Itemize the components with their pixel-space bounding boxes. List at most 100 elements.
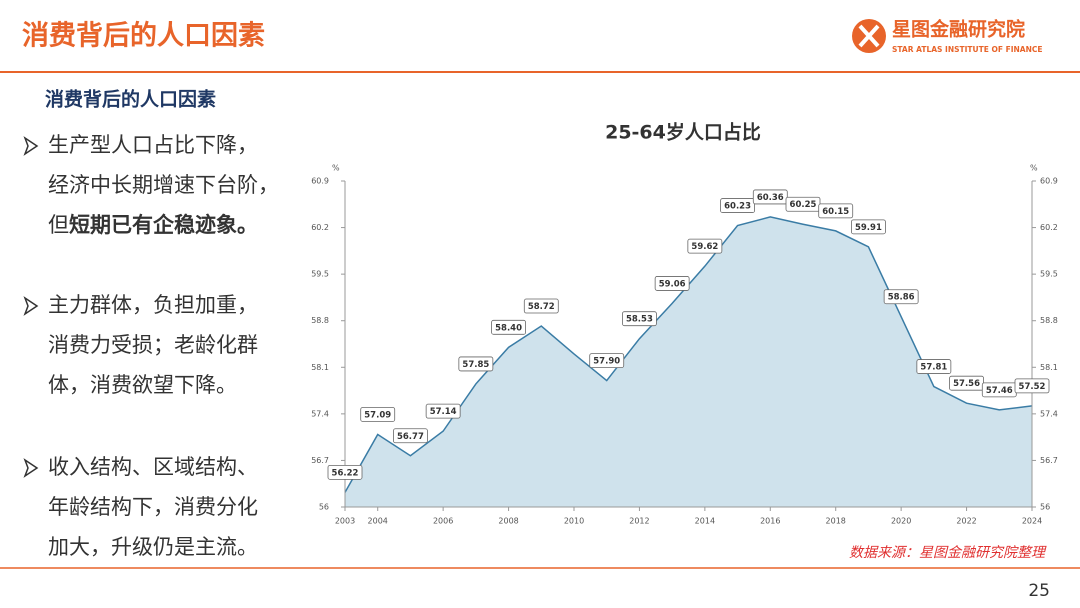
value-label-box xyxy=(687,238,723,254)
value-label: 60.15 xyxy=(822,207,849,217)
value-label: 57.56 xyxy=(953,379,980,389)
y-axis-unit: % xyxy=(332,164,340,173)
y2-axis-unit: % xyxy=(1030,164,1038,173)
x-tick-label: 2003 xyxy=(335,517,355,526)
bullet-line: 收入结构、区域结构、 xyxy=(48,455,258,479)
y-tick-label: 56.7 xyxy=(311,456,329,465)
value-label-box xyxy=(818,203,854,219)
y-tick-label: 58.8 xyxy=(311,316,329,325)
value-label-box xyxy=(393,428,428,444)
bullet-line: 消费力受损；老龄化群 xyxy=(48,333,258,357)
value-label: 57.85 xyxy=(462,360,489,370)
value-label: 60.23 xyxy=(724,202,751,212)
bullet-text: 收入结构、区域结构、 xyxy=(48,455,258,479)
x-tick-label: 2024 xyxy=(1022,517,1042,526)
bullet-line: 生产型人口占比下降， xyxy=(48,133,258,157)
bullet-line: 加大，升级仍是主流。 xyxy=(48,535,258,559)
y2-tick-label: 60.2 xyxy=(1040,223,1058,232)
y-tick-label: 59.5 xyxy=(311,270,329,279)
x-tick-label: 2018 xyxy=(826,517,846,526)
value-label-box xyxy=(589,353,625,368)
chart-title: 25-64岁人口占比 xyxy=(605,121,761,144)
y2-tick-label: 59.5 xyxy=(1040,270,1058,279)
bullet-text: 体，消费欲望下降。 xyxy=(48,373,237,397)
x-tick-label: 2020 xyxy=(891,517,911,526)
y2-tick-label: 58.1 xyxy=(1040,363,1058,372)
value-label-box xyxy=(916,359,952,374)
value-label-box xyxy=(458,356,494,372)
value-label-box xyxy=(883,289,919,305)
value-label: 56.22 xyxy=(332,468,359,478)
bullet-arrow xyxy=(23,296,39,316)
bullet-text: 但 xyxy=(48,213,69,237)
x-tick-label: 2016 xyxy=(760,517,780,526)
y-tick-label: 60.9 xyxy=(311,177,329,186)
value-label: 57.52 xyxy=(1019,382,1046,392)
value-label: 58.53 xyxy=(626,315,653,325)
value-label-box xyxy=(491,319,526,335)
bullet-text: 生产型人口占比下降， xyxy=(48,133,258,157)
value-label: 56.77 xyxy=(397,432,424,442)
value-label-box xyxy=(360,407,396,422)
y2-tick-label: 56.7 xyxy=(1040,456,1058,465)
bullet-text: 加大，升级仍是主流。 xyxy=(48,535,258,559)
value-label-box xyxy=(654,276,690,291)
area-fill xyxy=(345,216,1032,508)
value-label: 59.91 xyxy=(855,223,882,233)
bullet-line: 年龄结构下，消费分化 xyxy=(48,495,258,519)
page-number: 25 xyxy=(1028,581,1050,601)
y2-tick-label: 60.9 xyxy=(1040,177,1058,186)
value-label: 57.14 xyxy=(430,407,457,417)
y2-tick-label: 57.4 xyxy=(1040,409,1058,418)
x-tick-label: 2004 xyxy=(368,517,388,526)
bullet-text: 年龄结构下，消费分化 xyxy=(48,495,258,519)
y-tick-label: 58.1 xyxy=(311,363,329,372)
bullet-arrow xyxy=(23,458,39,478)
subtitle: 消费背后的人口因素 xyxy=(45,88,216,111)
bullet-text: 主力群体，负担加重， xyxy=(48,293,258,317)
logo-mark xyxy=(858,24,880,48)
bullet-line: 体，消费欲望下降。 xyxy=(48,373,237,397)
y-tick-label: 56 xyxy=(319,503,329,512)
value-label-box xyxy=(327,464,363,480)
value-label-box xyxy=(851,219,886,235)
bullet-line: 经济中长期增速下台阶， xyxy=(48,173,279,197)
value-label: 59.06 xyxy=(659,279,686,289)
bullet-text: 经济中长期增速下台阶， xyxy=(48,173,279,197)
value-label: 58.40 xyxy=(495,323,522,333)
logo-name: 星图金融研究院 xyxy=(892,18,1025,41)
x-tick-label: 2014 xyxy=(695,517,715,526)
source: 数据来源：星图金融研究院整理 xyxy=(849,545,1047,561)
value-label: 58.86 xyxy=(888,293,915,303)
x-tick-label: 2006 xyxy=(433,517,453,526)
bullet-line: 但短期已有企稳迹象。 xyxy=(48,213,258,237)
x-tick-label: 2010 xyxy=(564,517,584,526)
bullet-arrow xyxy=(23,136,39,156)
y-tick-label: 60.2 xyxy=(311,223,329,232)
y2-tick-label: 58.8 xyxy=(1040,316,1058,325)
value-label-box xyxy=(523,298,559,314)
x-tick-label: 2012 xyxy=(629,517,649,526)
header-title: 消费背后的人口因素 xyxy=(22,20,265,52)
value-label-box xyxy=(425,403,461,419)
value-label: 57.90 xyxy=(593,357,620,367)
value-label: 60.25 xyxy=(790,200,817,210)
x-tick-label: 2022 xyxy=(956,517,976,526)
x-tick-label: 2008 xyxy=(498,517,518,526)
value-label: 59.62 xyxy=(691,242,718,252)
bullet-text: 短期已有企稳迹象。 xyxy=(69,213,258,237)
value-label: 57.46 xyxy=(986,386,1013,396)
value-label-box xyxy=(622,311,657,327)
value-label-box xyxy=(720,198,755,213)
value-label: 57.09 xyxy=(364,410,391,420)
value-label: 60.36 xyxy=(757,193,784,203)
logo-subtitle: STAR ATLAS INSTITUTE OF FINANCE xyxy=(892,45,1043,54)
bullet-line: 主力群体，负担加重， xyxy=(48,293,258,317)
y2-tick-label: 56 xyxy=(1040,503,1050,512)
y-tick-label: 57.4 xyxy=(311,409,329,418)
bullet-text: 消费力受损；老龄化群 xyxy=(48,333,258,357)
value-label-box xyxy=(1014,378,1050,394)
value-label: 58.72 xyxy=(528,302,555,312)
value-label: 57.81 xyxy=(920,363,947,373)
